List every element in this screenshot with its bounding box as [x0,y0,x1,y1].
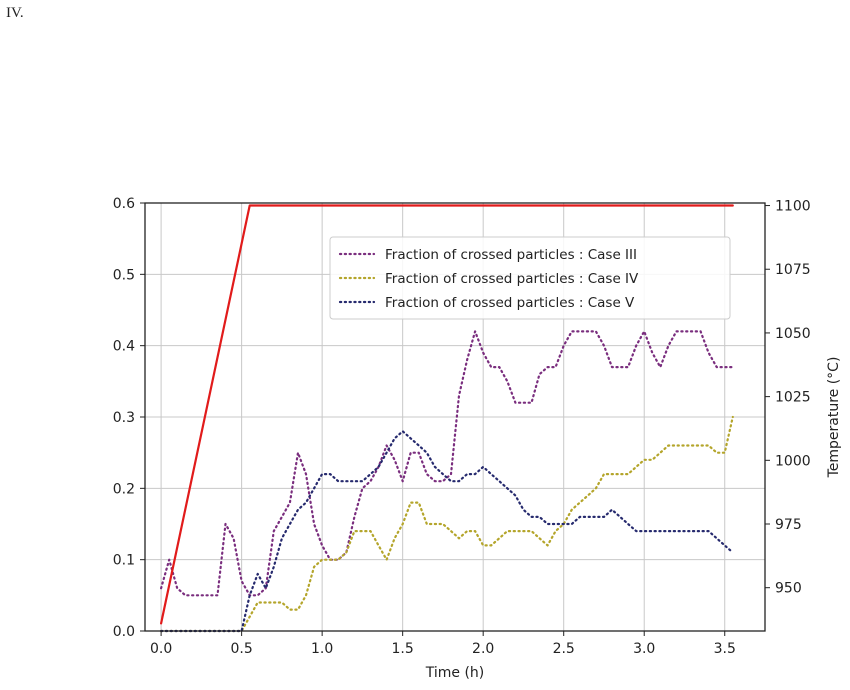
y2-tick-label: 975 [775,517,802,533]
y-tick-label: 0.5 [113,267,135,283]
series-line-3 [160,430,734,633]
y-tick-label: 0.2 [113,481,135,497]
x-tick-label: 2.0 [472,641,494,657]
legend-label: Fraction of crossed particles : Case V [385,295,635,311]
y-tick-label: 0.3 [113,410,135,426]
series-group [160,204,734,633]
ticks: 0.0 0.5 1.0 1.5 2.0 2.5 3.0 3.5 0.0 0.1 0.2 0.3 0.4 0… [113,196,811,657]
y2-tick-label: 1075 [775,262,811,278]
legend: Fraction of crossed particles : Case III… [329,236,731,320]
y-tick-label: 0.6 [113,196,135,212]
y-tick-label: 0.4 [113,339,135,355]
y2-tick-label: 1000 [775,453,811,469]
series-line-2 [160,415,734,633]
y2-tick-label: 1050 [775,326,811,342]
x-tick-label: 0.5 [230,641,252,657]
y2-tick-label: 1100 [775,199,811,215]
x-tick-label: 2.5 [553,641,575,657]
x-tick-label: 1.0 [311,641,333,657]
y-tick-label: 0.1 [113,553,135,569]
y2-tick-label: 950 [775,581,802,597]
y2-tick-label: 1025 [775,390,811,406]
x-tick-label: 0.0 [150,641,172,657]
x-tick-label: 3.5 [714,641,736,657]
x-axis-label: Time (h) [425,665,485,681]
x-tick-label: 3.0 [633,641,655,657]
y2-axis-label: Temperature (°C) [826,357,842,479]
legend-box [329,236,731,320]
legend-label: Fraction of crossed particles : Case III [385,247,637,263]
legend-label: Fraction of crossed particles : Case IV [385,271,639,287]
series-line-1 [160,330,734,597]
y-tick-label: 0.0 [113,624,135,640]
x-tick-label: 1.5 [392,641,414,657]
series-line-4 [160,204,734,625]
page-label: IV. [6,5,24,21]
